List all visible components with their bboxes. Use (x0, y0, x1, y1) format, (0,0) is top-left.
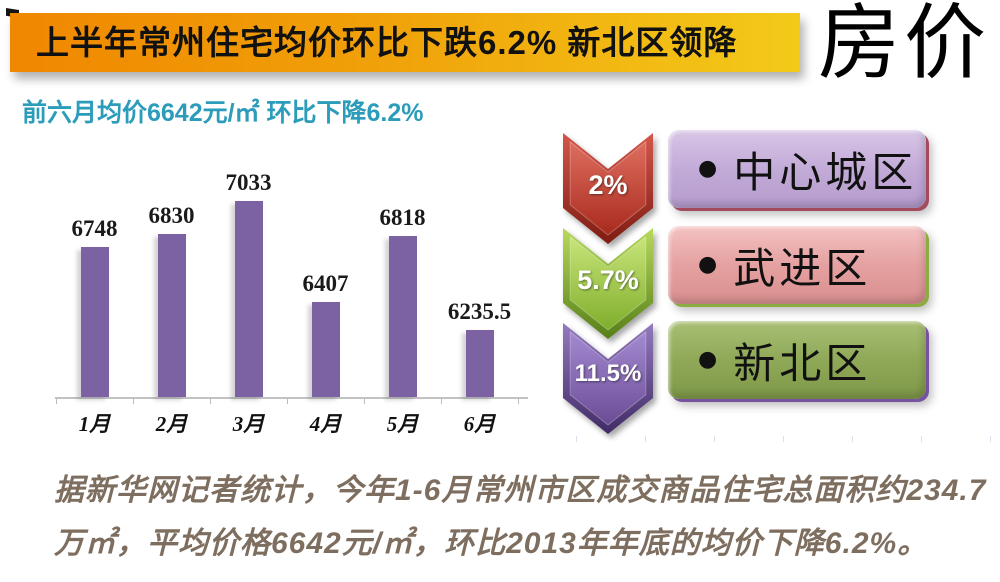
x-axis-label: 2月 (155, 412, 188, 436)
district-box: ● 新北区 (668, 321, 926, 399)
decline-arrow: 2% (562, 132, 654, 245)
bar-value-label: 6748 (71, 216, 118, 241)
banner-title: 上半年常州住宅均价环比下跌6.2% 新北区领降 (36, 24, 738, 61)
x-axis-line (55, 397, 528, 399)
bullet-icon: ● (698, 252, 718, 277)
x-axis-tick (133, 398, 134, 404)
chart-subtitle: 前六月均价6642元/㎡ 环比下降6.2% (22, 99, 424, 127)
chevron-down-icon (563, 323, 653, 434)
decline-arrow-stack: 2% 5.7% 11.5% (562, 132, 654, 442)
bar-value-label: 7033 (225, 170, 272, 195)
x-axis-tick (441, 398, 442, 404)
x-axis-label: 5月 (386, 412, 419, 436)
footer-line-2: 万㎡，平均价格6642元/㎡，环比2013年年底的均价下降6.2%。 (54, 527, 929, 560)
chevron-down-icon (563, 133, 653, 244)
decline-arrow: 11.5% (562, 322, 654, 435)
bullet-icon: ● (698, 347, 718, 372)
title-banner: 上半年常州住宅均价环比下跌6.2% 新北区领降 (10, 13, 800, 72)
bar-value-label: 6235.5 (447, 299, 512, 324)
x-axis-label: 3月 (232, 412, 265, 436)
decline-arrow: 5.7% (562, 227, 654, 340)
decline-percent: 5.7% (577, 265, 639, 295)
x-axis-label: 4月 (309, 412, 342, 436)
bar-chart: 6748 1月 6830 2月 7033 3月 6407 4月 6818 5月 6235.5 6月 (40, 148, 540, 458)
district-label: 中心城区 (733, 150, 918, 197)
district-label: 武进区 (733, 246, 872, 293)
bar (465, 330, 494, 397)
bar (388, 236, 417, 397)
chevron-down-icon (563, 228, 653, 339)
bar-value-label: 6830 (148, 203, 195, 228)
page-topic-label: 房价 (817, 0, 990, 89)
x-axis-tick (210, 398, 211, 404)
district-label: 新北区 (733, 341, 872, 388)
bar (157, 234, 186, 397)
faint-axis-ticks (576, 436, 1000, 442)
district-box-stack: ● 中心城区 ● 武进区 ● 新北区 (668, 0, 926, 440)
bar (311, 302, 340, 397)
decline-percent: 11.5% (574, 360, 642, 387)
district-box: ● 中心城区 (668, 130, 926, 208)
x-axis-tick (518, 398, 519, 404)
district-box: ● 武进区 (668, 226, 926, 304)
x-axis-tick (364, 398, 365, 404)
decline-percent: 2% (588, 170, 628, 200)
footer-line-1: 据新华网记者统计，今年1-6月常州市区成交商品住宅总面积约234.7 (54, 474, 987, 507)
x-axis-label: 6月 (463, 412, 496, 436)
x-axis-label: 1月 (78, 412, 111, 436)
x-axis-tick (287, 398, 288, 404)
bullet-icon: ● (698, 156, 718, 181)
footer-paragraph: 据新华网记者统计，今年1-6月常州市区成交商品住宅总面积约234.7 万㎡，平均… (54, 464, 989, 570)
bar-value-label: 6818 (379, 205, 426, 230)
bar-value-label: 6407 (302, 271, 349, 296)
bar (234, 201, 263, 397)
bar (80, 247, 109, 397)
x-axis-tick (56, 398, 57, 404)
